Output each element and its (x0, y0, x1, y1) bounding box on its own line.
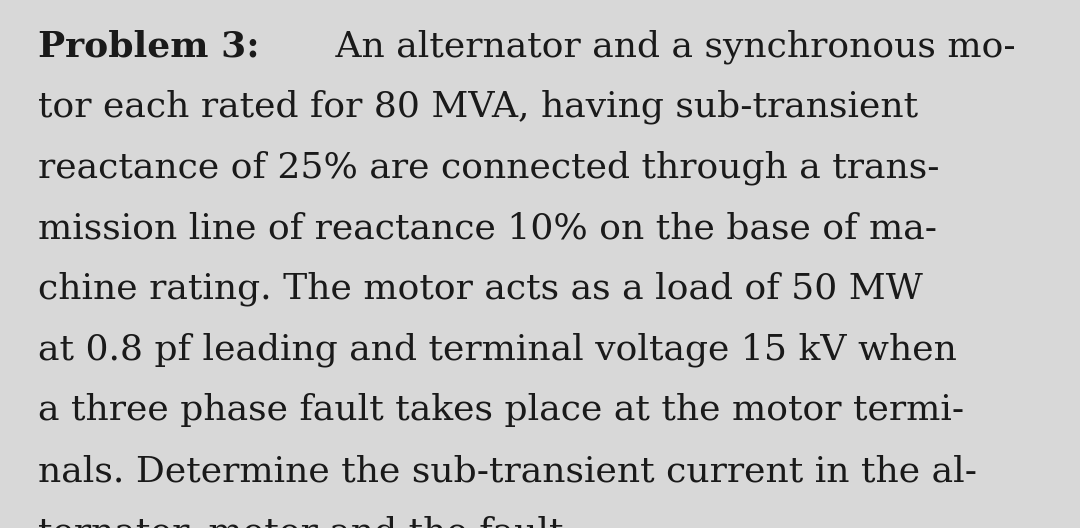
Text: nals. Determine the sub-transient current in the al-: nals. Determine the sub-transient curren… (38, 454, 976, 488)
Text: a three phase fault takes place at the motor termi-: a three phase fault takes place at the m… (38, 393, 964, 427)
Text: at 0.8 pf leading and terminal voltage 15 kV when: at 0.8 pf leading and terminal voltage 1… (38, 333, 957, 367)
Text: An alternator and a synchronous mo-: An alternator and a synchronous mo- (324, 29, 1015, 63)
Text: mission line of reactance 10% on the base of ma-: mission line of reactance 10% on the bas… (38, 211, 936, 245)
Text: tor each rated for 80 MVA, having sub-transient: tor each rated for 80 MVA, having sub-tr… (38, 90, 918, 124)
Text: ternator, motor and the fault: ternator, motor and the fault (38, 515, 564, 528)
Text: reactance of 25% are connected through a trans-: reactance of 25% are connected through a… (38, 150, 940, 185)
Text: Problem 3:: Problem 3: (38, 29, 259, 63)
Text: chine rating. The motor acts as a load of 50 MW: chine rating. The motor acts as a load o… (38, 272, 922, 306)
